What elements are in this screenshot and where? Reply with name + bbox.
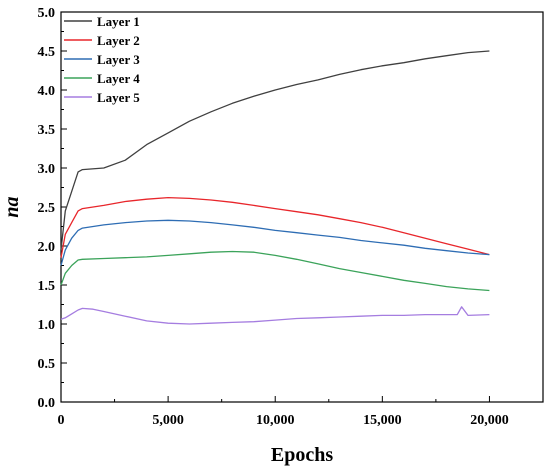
x-tick-label: 20,000 — [470, 413, 509, 428]
series-line-layer-5 — [60, 306, 490, 325]
y-tick-label: 1.0 — [38, 318, 56, 333]
y-tick-label: 4.0 — [38, 84, 56, 99]
y-tick-label: 4.5 — [38, 45, 56, 60]
legend-label: Layer 5 — [97, 90, 140, 105]
y-tick-label: 1.5 — [38, 279, 56, 294]
x-tick-label: 5,000 — [152, 413, 184, 428]
y-tick-label: 5.0 — [38, 6, 56, 21]
x-axis-title: Epochs — [271, 444, 333, 466]
y-axis-ticks: 0.0 0.5 1.0 1.5 2.0 2.5 3.0 3.5 4.0 4.5 5.0 — [38, 6, 67, 411]
y-axis-title: na — [1, 196, 23, 217]
legend: Layer 1 Layer 2 Layer 3 Layer 4 Layer 5 — [64, 14, 140, 105]
y-tick-label: 2.0 — [38, 240, 56, 255]
x-tick-label: 0 — [58, 413, 65, 428]
series-line-layer-1 — [60, 50, 490, 250]
x-axis-ticks: 0 5,000 10,000 15,000 20,000 — [58, 396, 509, 428]
legend-label: Layer 4 — [97, 71, 140, 86]
x-tick-label: 10,000 — [256, 413, 295, 428]
legend-label: Layer 1 — [97, 14, 140, 29]
y-tick-label: 3.5 — [38, 123, 56, 138]
y-tick-label: 0.5 — [38, 357, 56, 372]
series-line-layer-3 — [60, 219, 490, 266]
legend-label: Layer 3 — [97, 52, 140, 67]
x-tick-label: 15,000 — [363, 413, 402, 428]
series-lines — [60, 50, 490, 325]
legend-label: Layer 2 — [97, 33, 140, 48]
series-line-layer-2 — [60, 196, 490, 258]
y-tick-label: 3.0 — [38, 162, 56, 177]
series-line-layer-4 — [60, 250, 490, 292]
y-tick-label: 0.0 — [38, 396, 56, 411]
y-tick-label: 2.5 — [38, 201, 56, 216]
